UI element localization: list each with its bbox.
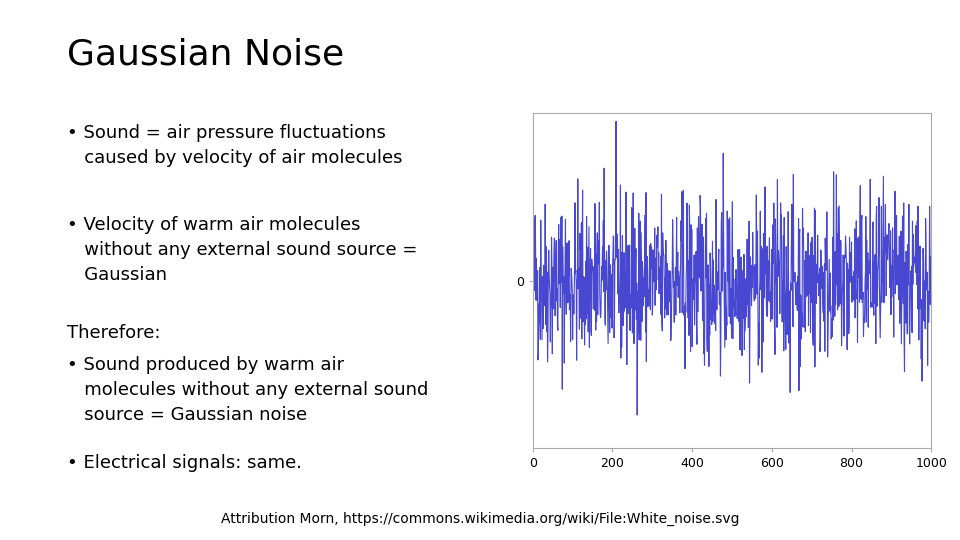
Text: • Velocity of warm air molecules
   without any external sound source =
   Gauss: • Velocity of warm air molecules without… [67,216,418,284]
Text: • Sound produced by warm air
   molecules without any external sound
   source =: • Sound produced by warm air molecules w… [67,356,428,424]
Text: Therefore:: Therefore: [67,324,160,342]
Text: • Sound = air pressure fluctuations
   caused by velocity of air molecules: • Sound = air pressure fluctuations caus… [67,124,402,167]
Text: Gaussian Noise: Gaussian Noise [67,38,345,72]
Text: • Electrical signals: same.: • Electrical signals: same. [67,454,302,471]
Text: Attribution Morn, https://commons.wikimedia.org/wiki/File:White_noise.svg: Attribution Morn, https://commons.wikime… [221,512,739,526]
